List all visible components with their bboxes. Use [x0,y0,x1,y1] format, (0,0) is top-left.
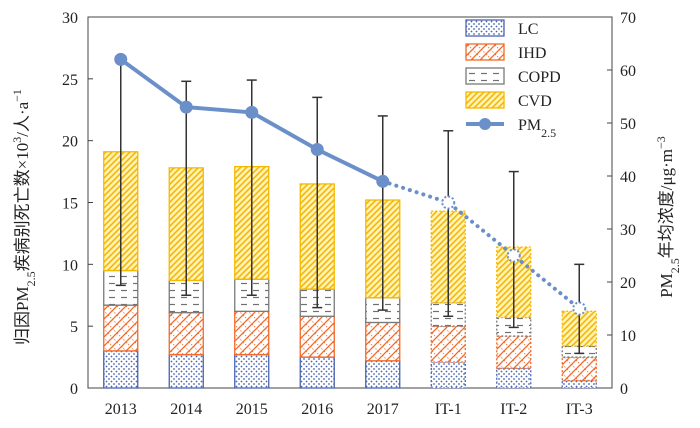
x-tick-label: 2013 [105,401,137,418]
left-tick-label: 0 [70,381,78,398]
legend-swatch-ihd [465,43,505,61]
left-tick-label: 10 [62,257,78,274]
bar-lc [299,356,335,389]
legend-label-ihd: IHD [518,45,546,62]
bar-ihd [103,304,139,352]
legend-label-pm25: PM2.5 [518,117,556,140]
pm25-point [114,52,128,66]
x-tick-label: IT-3 [566,401,593,418]
left-tick-label: 25 [62,72,78,89]
right-tick-label: 70 [620,10,636,27]
right-tick-label: 20 [620,275,636,292]
bar-ihd [234,310,270,356]
right-tick-label: 50 [620,116,636,133]
x-tick-label: IT-1 [435,401,462,418]
bar-lc [496,367,532,389]
legend-swatch-copd [465,67,505,85]
bar-ihd [561,356,597,382]
left-axis-label: 归因PM2.5疾病别死亡数×103/人·a−1 [10,89,38,345]
pm25-point [245,105,259,119]
bar-lc [103,350,139,389]
left-tick-label: 5 [70,319,78,336]
bar-ihd [365,321,401,362]
legend-label-cvd: CVD [518,93,552,110]
legend-swatch-pm25-marker [479,118,491,130]
bar-ihd [430,325,466,363]
pm25-point [506,248,521,263]
pm25-point [572,301,587,316]
x-tick-label: 2017 [367,401,399,418]
pm25-point [179,100,193,114]
right-tick-label: 30 [620,222,636,239]
x-tick-label: 2015 [236,401,268,418]
bar-lc [430,361,466,389]
bar-lc [365,360,401,389]
left-tick-label: 20 [62,134,78,151]
bar-ihd [168,311,204,356]
legend-swatch-cvd [465,91,505,109]
bar-lc [561,379,597,389]
right-tick-label: 40 [620,169,636,186]
x-tick-label: 2016 [301,401,333,418]
left-tick-label: 30 [62,10,78,27]
right-tick-label: 60 [620,63,636,80]
legend-label-copd: COPD [518,69,561,86]
bar-lc [234,353,270,389]
right-axis-label: PM2.5年均浓度/μg·m−3 [654,136,682,298]
right-tick-label: 0 [620,381,628,398]
legend-swatch-lc [465,19,505,37]
x-tick-label: 2014 [170,401,202,418]
legend: LC IHD COPD CVD PM2.5 [465,19,561,140]
bar-lc [168,353,204,389]
x-tick-label: IT-2 [500,401,527,418]
right-tick-label: 10 [620,328,636,345]
pm25-point [441,195,456,210]
legend-label-lc: LC [518,21,538,38]
pm25-point [310,143,324,156]
bar-ihd [299,315,335,358]
left-tick-label: 15 [62,196,78,213]
plot-area: 0 5 10 15 20 25 30 0 10 20 30 40 50 60 70 2013 2014 2015 2… [62,10,636,418]
pm25-point [376,174,390,188]
bar-ihd [496,335,532,369]
pm25-line-dotted [380,179,582,311]
